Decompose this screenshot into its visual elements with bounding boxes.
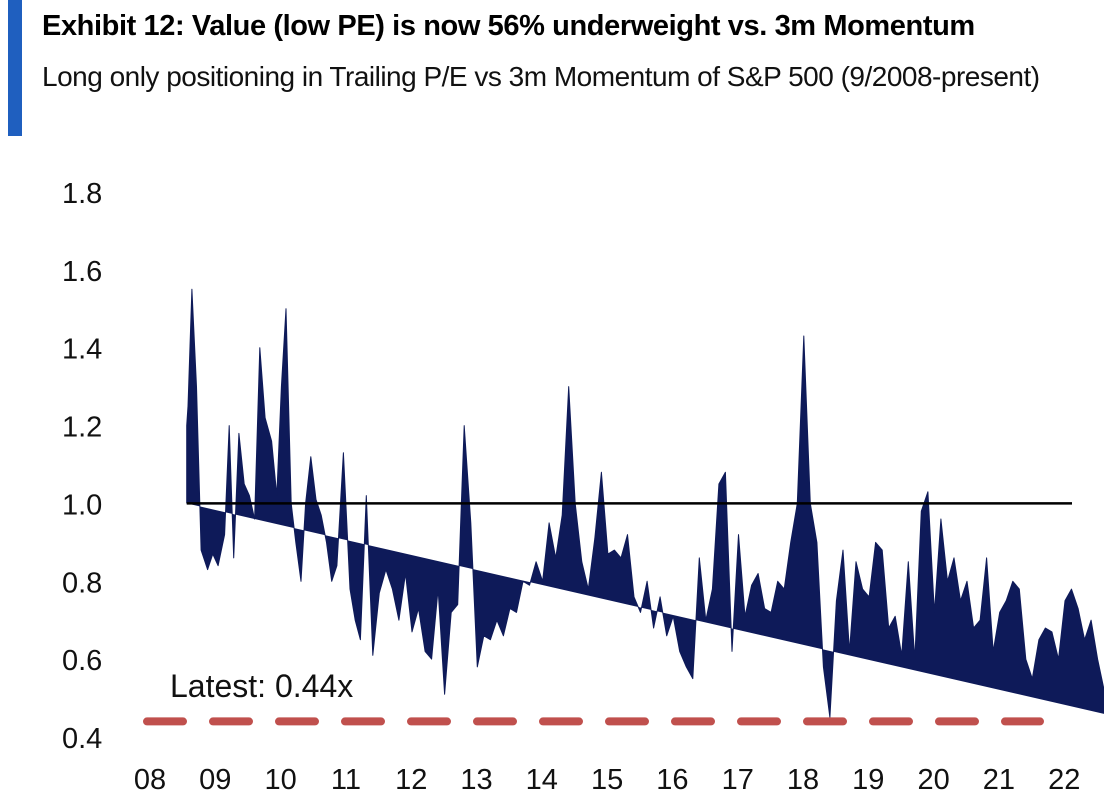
y-tick-label: 1.4: [62, 334, 102, 366]
x-tick-label: 14: [526, 764, 558, 796]
x-axis: 08091011121314151617181920212223: [134, 764, 1080, 796]
x-tick-label: 17: [722, 764, 754, 796]
y-tick-label: 1.0: [62, 489, 102, 521]
x-tick-label: 13: [460, 764, 492, 796]
y-tick-label: 1.2: [62, 412, 102, 444]
plot-layer: [186, 288, 1104, 718]
x-tick-label: 16: [656, 764, 688, 796]
x-tick-label: 09: [199, 764, 231, 796]
y-tick-label: 0.4: [62, 723, 102, 755]
series-area: [186, 288, 1104, 718]
y-tick-label: 0.6: [62, 645, 102, 677]
accent-bar: [8, 0, 22, 136]
x-tick-label: 21: [983, 764, 1015, 796]
x-tick-label: 12: [395, 764, 427, 796]
x-tick-label: 18: [787, 764, 819, 796]
chart-title: Exhibit 12: Value (low PE) is now 56% un…: [42, 10, 975, 42]
x-tick-label: 10: [264, 764, 296, 796]
x-tick-label: 20: [917, 764, 949, 796]
x-tick-label: 11: [331, 764, 361, 796]
y-tick-label: 0.8: [62, 567, 102, 599]
x-tick-label: 22: [1048, 764, 1080, 796]
y-axis: 0.4 0.6 0.8 1.0 1.2 1.4 1.6 1.8: [62, 178, 102, 755]
chart-subtitle: Long only positioning in Trailing P/E vs…: [42, 61, 1040, 92]
x-tick-label: 19: [852, 764, 884, 796]
y-tick-label: 1.6: [62, 256, 102, 288]
x-tick-label: 15: [591, 764, 623, 796]
y-tick-label: 1.8: [62, 178, 102, 210]
annotation-layer: Latest: 0.44x: [143, 668, 1044, 726]
x-tick-label: 08: [134, 764, 166, 796]
latest-annotation: Latest: 0.44x: [170, 668, 353, 704]
